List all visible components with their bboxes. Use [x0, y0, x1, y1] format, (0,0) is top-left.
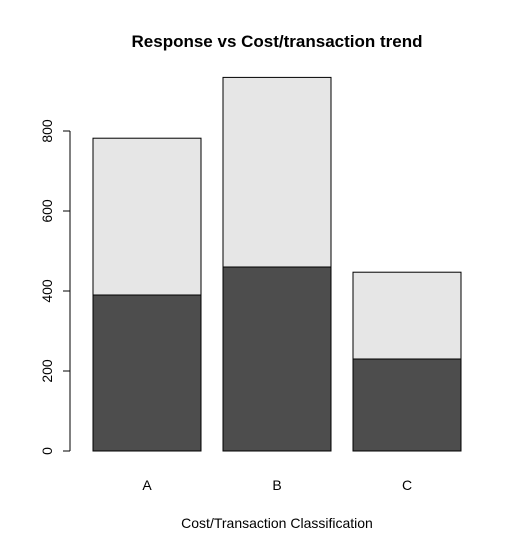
x-tick-labels: A B C [142, 477, 412, 493]
bar-segment-a-2 [92, 137, 202, 296]
x-tick-label: A [142, 477, 152, 493]
bar-segment-c-1 [352, 358, 462, 452]
x-tick-label: B [272, 477, 281, 493]
bar-segment-a-1 [92, 294, 202, 452]
bar-segment-b-1 [222, 266, 332, 452]
y-tick-label: 800 [39, 119, 55, 143]
bar-segment-c-2 [352, 271, 462, 360]
y-tick-label: 400 [39, 279, 55, 303]
chart-title: Response vs Cost/transaction trend [132, 32, 423, 51]
x-tick-label: C [402, 477, 412, 493]
y-tick-label: 600 [39, 199, 55, 223]
y-tick-label: 200 [39, 359, 55, 383]
bars-group [92, 76, 462, 452]
bar-segment-b-2 [222, 76, 332, 268]
x-axis-title: Cost/Transaction Classification [181, 515, 373, 531]
y-tick-label: 0 [39, 447, 55, 455]
y-axis: 0 200 400 600 800 [39, 119, 71, 455]
